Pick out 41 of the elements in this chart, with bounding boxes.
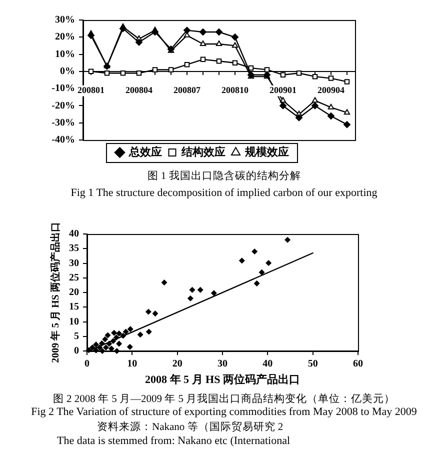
text: Fig 1 The structure decomposition of implied carbon of our exporting [70,187,378,200]
y-tick-label: 10% [55,48,75,60]
text: 图 2 2008 年 5 月—2009 年 5 月我国出口商品结构变化（单位：亿美元） [52,393,396,406]
y-tick-label: -10% [52,83,75,94]
x-tick-label: 60 [353,358,363,370]
y-tick-label: 30% [55,14,75,26]
y-axis-title: 2009 年 5 月 HS 两位码产品出口 [50,222,62,363]
text: 资料来源：Nakano 等（国际贸易研究 2 [97,421,284,434]
x-tick-label: 50 [308,358,318,370]
x-tick-label: 40 [262,358,273,370]
x-tick-label: 200904 [318,85,345,96]
y-tick-label: 25 [69,272,79,284]
x-tick-label: 0 [84,358,90,370]
y-tick-label: 5 [74,330,79,342]
x-tick-label: 200807 [174,85,201,96]
legend-label: 结构效应 [180,145,226,158]
legend-label: 规模效应 [244,145,289,158]
x-tick-label: 200901 [270,85,297,96]
text: Fig 2 The Variation of structure of exporting commodities from May 2008 to May 2009 [30,406,418,419]
y-tick-label: -30% [52,117,75,128]
legend-label: 总效应 [128,145,162,158]
y-tick-label: 20 [69,287,79,298]
y-tick-label: 20% [55,32,75,43]
x-tick-label: 200801 [78,85,105,96]
y-tick-label: 0% [60,66,75,78]
y-tick-label: 30 [69,258,79,269]
y-tick-label: 35 [69,243,79,254]
y-tick-label: 0 [74,346,79,357]
x-tick-label: 30 [218,358,228,370]
text: The data is stemmed from: Nakano etc (International [57,435,290,448]
x-axis-title: 2008 年 5 月 HS 两位码产品出口 [145,373,300,386]
x-tick-label: 10 [127,358,138,370]
y-tick-label: 15 [69,302,79,313]
y-tick-label: 40 [69,228,79,240]
y-tick-label: -20% [52,100,75,112]
y-tick-label: 10 [69,316,79,328]
x-tick-label: 200804 [126,85,153,96]
x-tick-label: 20 [172,358,182,370]
text: 图 1 我国出口隐含碳的结构分解 [146,170,302,183]
y-tick-label: -40% [52,134,75,146]
x-tick-label: 200810 [222,85,249,96]
